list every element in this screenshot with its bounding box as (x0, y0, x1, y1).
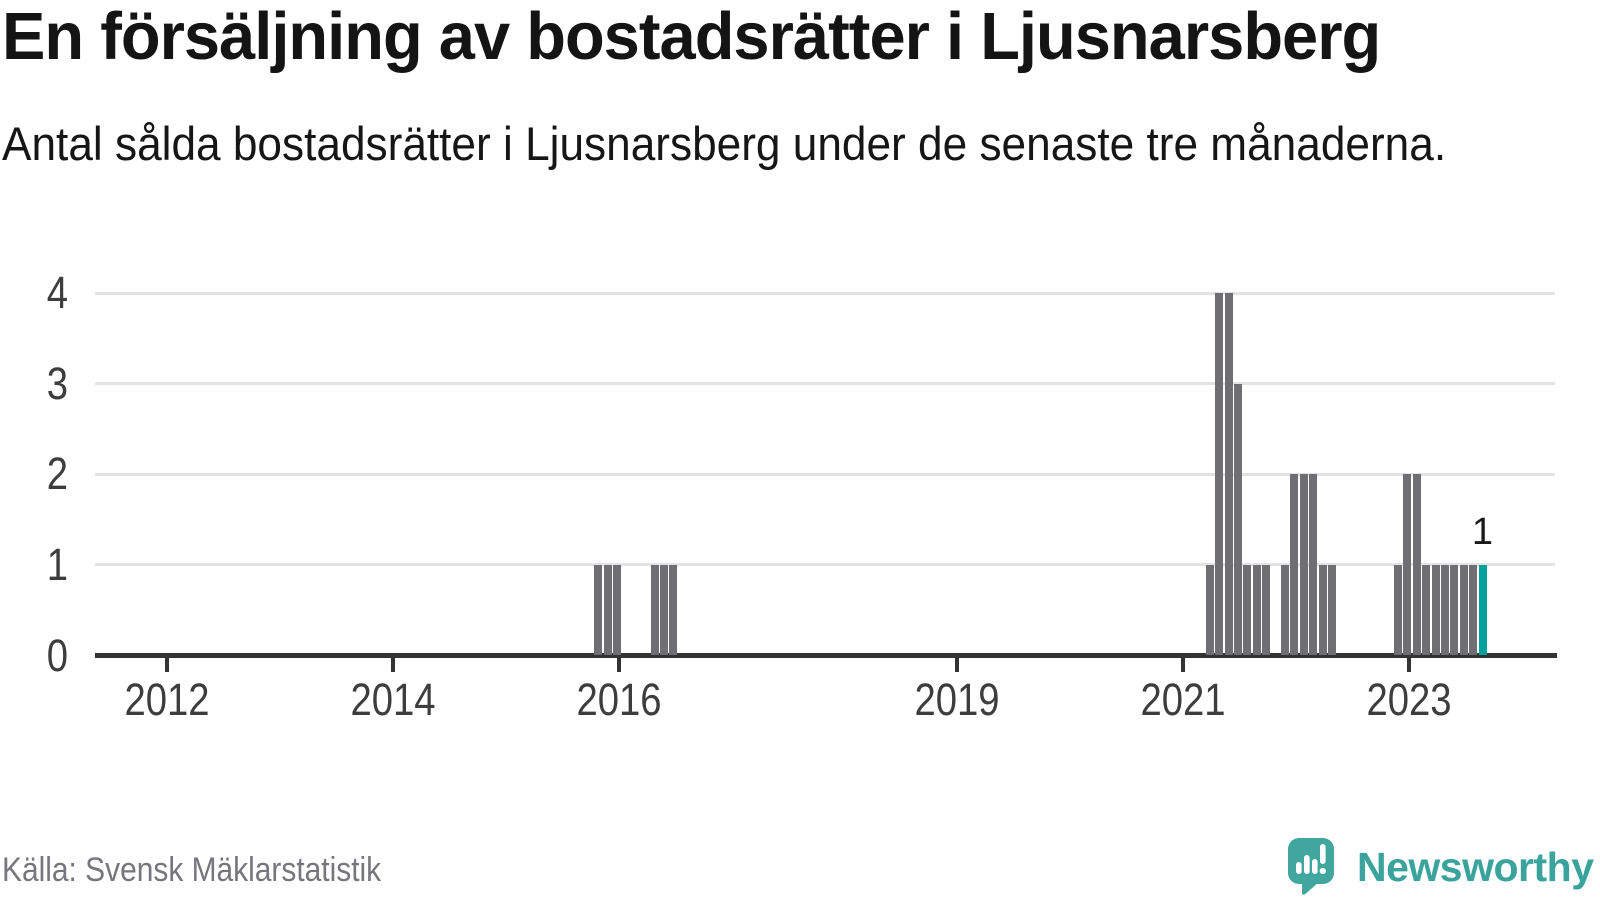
x-axis-tick (616, 658, 621, 672)
bar (1403, 474, 1412, 655)
bar (1205, 565, 1214, 655)
page-title: En försäljning av bostadsrätter i Ljusna… (2, 0, 1381, 74)
x-axis-label: 2019 (914, 674, 1000, 725)
y-axis-label: 1 (46, 538, 68, 590)
bar (613, 565, 621, 655)
x-axis-label: 2014 (350, 674, 436, 725)
x-axis-tick (390, 658, 395, 672)
gridline (95, 382, 1555, 386)
x-axis-line (95, 653, 1557, 658)
bar (1318, 565, 1327, 655)
bar (1215, 293, 1224, 655)
bar (1262, 565, 1271, 655)
bar (1299, 474, 1308, 655)
bar (1459, 565, 1468, 655)
bar-value-label: 1 (1471, 511, 1494, 553)
bar (1252, 565, 1261, 655)
bar (1431, 565, 1440, 655)
x-axis-label: 2023 (1366, 674, 1452, 725)
highlighted-bar (1478, 565, 1487, 655)
y-axis-label: 2 (46, 448, 68, 500)
x-axis-label: 2016 (576, 674, 662, 725)
bar (1469, 565, 1478, 655)
source-note: Källa: Svensk Mäklarstatistik (2, 851, 382, 889)
y-axis-label: 0 (46, 629, 68, 681)
bar (603, 565, 612, 655)
x-axis-label: 2021 (1140, 674, 1226, 725)
x-axis-label: 2012 (124, 674, 210, 725)
bar (1328, 565, 1336, 655)
bar (1412, 474, 1421, 655)
newsworthy-wordmark: Newsworthy (1357, 844, 1594, 890)
x-axis-tick (955, 658, 960, 672)
bar (1233, 384, 1242, 655)
y-axis-label: 4 (46, 267, 68, 319)
bar (594, 565, 603, 655)
y-axis-label: 3 (46, 357, 68, 409)
x-axis-tick (165, 658, 169, 672)
bar (660, 565, 668, 655)
gridline (95, 291, 1555, 295)
gridline (95, 472, 1555, 476)
bar (650, 565, 659, 655)
gridline (95, 563, 1555, 567)
newsworthy-logo-icon (1288, 838, 1334, 895)
x-axis-tick (1181, 658, 1186, 672)
bar (1393, 565, 1402, 655)
bar (1440, 565, 1449, 655)
page-subtitle: Antal sålda bostadsrätter i Ljusnarsberg… (2, 117, 1447, 170)
x-axis-tick (1406, 658, 1411, 672)
bar (1290, 474, 1299, 655)
bar (669, 565, 678, 655)
bar (1422, 565, 1431, 655)
bar (1309, 474, 1318, 655)
bar (1450, 565, 1459, 655)
bar (1280, 565, 1289, 655)
bar (1243, 565, 1252, 655)
bar (1224, 293, 1233, 655)
newsworthy-logo: Newsworthy (1288, 838, 1594, 897)
